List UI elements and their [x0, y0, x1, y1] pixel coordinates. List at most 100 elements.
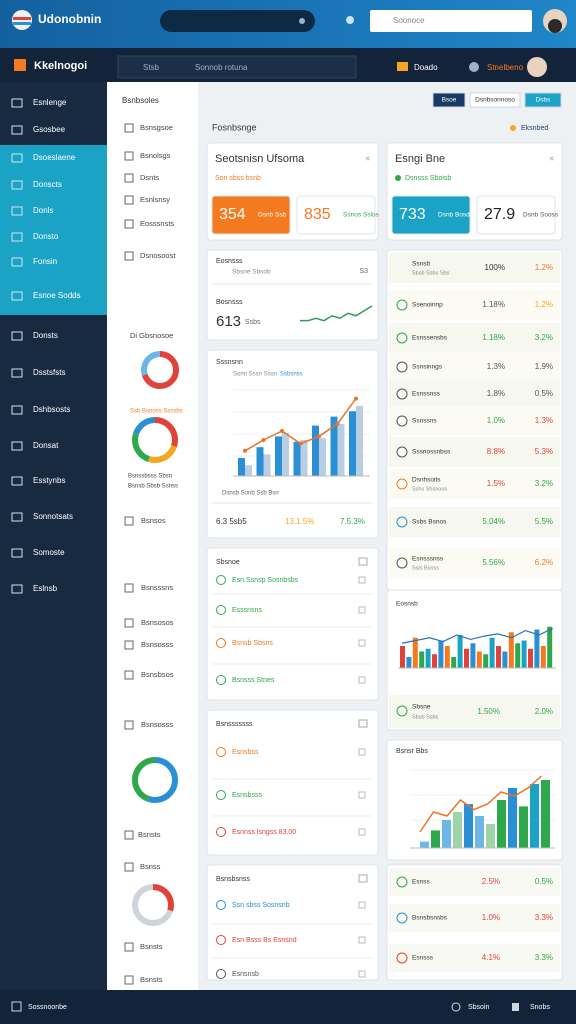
button-label[interactable]: Bsoe — [442, 97, 457, 104]
search-box[interactable] — [370, 10, 532, 32]
bar — [275, 436, 282, 476]
nav-item[interactable]: Dsoeslaene — [33, 153, 76, 162]
close[interactable]: × — [365, 153, 370, 163]
donut-segment — [141, 351, 179, 389]
close[interactable]: × — [549, 153, 554, 163]
row-label: Esnsssnss — [412, 556, 444, 563]
nav-item[interactable]: Gsosbee — [33, 125, 66, 134]
search-pill[interactable] — [160, 10, 315, 32]
row-link[interactable]: Esnnss lsngss 83.00 — [232, 829, 296, 836]
nav-item[interactable]: Donsat — [33, 441, 59, 450]
row-label: Dsnhsoits — [412, 477, 441, 484]
card-subtitle: Son sbss bsnb — [215, 175, 261, 182]
trend-line — [401, 627, 553, 644]
icon — [469, 62, 479, 72]
label: Eosnsss — [216, 258, 243, 265]
sub-item[interactable]: Bsnsosos — [141, 618, 174, 627]
sub-item[interactable]: Bsnsb Sbsb Ssnss — [128, 484, 178, 490]
nav-item[interactable]: Donscts — [33, 180, 62, 189]
row-value: 1.18% — [482, 300, 505, 309]
row-link[interactable]: Esnsbss — [232, 749, 259, 756]
sub-item[interactable]: Bsnsosss — [141, 720, 173, 729]
sub-item[interactable]: Ssb Bsnoss Ssssbs — [130, 409, 183, 415]
nav-item[interactable]: Esstynbs — [33, 476, 65, 485]
bar — [349, 411, 356, 476]
sub-item[interactable]: Dsnosoost — [140, 251, 176, 260]
sub-item[interactable]: Bsnsosss — [141, 640, 173, 649]
card-title: Esngi Bne — [395, 153, 445, 165]
nav-item[interactable]: Esnoe Sodds — [33, 291, 81, 300]
row-link[interactable]: Ssn sbss Sosnsnb — [232, 902, 290, 909]
label[interactable]: Snobs — [530, 1004, 550, 1011]
table-row — [389, 904, 560, 932]
big-value: 613 — [216, 313, 241, 330]
row-icon — [216, 638, 226, 648]
stat-value: 733 — [399, 206, 426, 223]
sub-item[interactable]: Bsnolsgs — [140, 151, 171, 160]
bar — [519, 806, 528, 848]
sub-item[interactable]: Bsnsts — [138, 830, 161, 839]
sub-item[interactable]: Dsnts — [140, 173, 159, 182]
button[interactable] — [524, 92, 562, 108]
item-icon — [124, 151, 134, 161]
menu[interactable]: Doado — [414, 63, 438, 72]
item-icon — [124, 975, 134, 985]
sub-item[interactable]: Bsnsgsoe — [140, 123, 173, 132]
row-link[interactable]: Esn Ssnsp Sosnbsbs — [232, 577, 299, 584]
nav-item[interactable]: Donls — [33, 206, 53, 215]
stat-tile — [296, 195, 376, 235]
nav-icon — [11, 368, 23, 378]
sub-item[interactable]: Bsnsssns — [141, 583, 173, 592]
sub-item[interactable]: Bsnss — [140, 862, 161, 871]
bar — [508, 788, 517, 848]
sub-item[interactable]: Bsnsts — [140, 975, 163, 984]
row-icon — [396, 299, 408, 311]
row-value: 1.0% — [487, 416, 505, 425]
card — [206, 547, 379, 701]
button-label[interactable]: Dsnbsonnoso — [475, 97, 515, 104]
sub-item[interactable]: Esnlsnsy — [140, 195, 170, 204]
label: 3.3% — [535, 913, 553, 922]
row-link[interactable]: Esn Bsss Bs Esnsnd — [232, 937, 297, 944]
row-link[interactable]: Bsnsss Stnes — [232, 677, 275, 684]
bar — [256, 447, 264, 476]
row-label: Ssenoinnp — [412, 302, 443, 309]
row-label: Ssnsb — [412, 261, 430, 268]
row-link[interactable]: Bsnsb Sbsns — [232, 640, 273, 647]
row-icon — [396, 912, 408, 924]
sub-item[interactable]: Bsnsts — [140, 942, 163, 951]
button[interactable] — [469, 92, 521, 108]
sub-item[interactable]: Bsnsos — [141, 516, 166, 525]
row-icon — [216, 969, 226, 979]
nav-item[interactable]: Somoste — [33, 548, 65, 557]
sub-item[interactable]: Di Gbsnosoe — [130, 331, 173, 340]
button[interactable] — [432, 92, 466, 108]
nav-item[interactable]: Donsto — [33, 232, 59, 241]
nav-item[interactable]: Eslnsb — [33, 584, 58, 593]
sub-item[interactable]: Eosssnsts — [140, 219, 174, 228]
label: Bsnsbsnsbs — [412, 915, 448, 922]
card-title: Sbsnoe — [216, 559, 240, 566]
nav-item[interactable]: Sonnotsats — [33, 512, 73, 521]
row-link[interactable]: Esnsnsb — [232, 971, 259, 978]
label[interactable]: Sbsoin — [468, 1004, 490, 1011]
sub-item[interactable]: Bsnsbsos — [141, 670, 174, 679]
nav-item[interactable]: Dsstsfsts — [33, 368, 65, 377]
line-point — [354, 396, 358, 401]
nav-search[interactable] — [117, 55, 357, 79]
button-label[interactable]: Dsbs — [536, 97, 552, 104]
label: 0.5% — [535, 877, 553, 886]
table-row — [389, 253, 560, 283]
bar — [464, 804, 473, 848]
row-value: 1.2% — [535, 300, 553, 309]
row-link[interactable]: Esnsbsss — [232, 792, 262, 799]
nav-item[interactable]: Donsts — [33, 331, 58, 340]
bar — [412, 637, 418, 668]
nav-item[interactable]: Dshbsosts — [33, 405, 70, 414]
nav-item[interactable]: Esnlenge — [33, 98, 67, 107]
nav-item[interactable]: Fonsin — [33, 257, 57, 266]
row-value: 1.8% — [487, 389, 505, 398]
nav-icon — [11, 232, 23, 242]
row-link[interactable]: Esssnsns — [232, 607, 262, 614]
sub-item[interactable]: Bsnssbsss Sbsn — [128, 474, 172, 480]
